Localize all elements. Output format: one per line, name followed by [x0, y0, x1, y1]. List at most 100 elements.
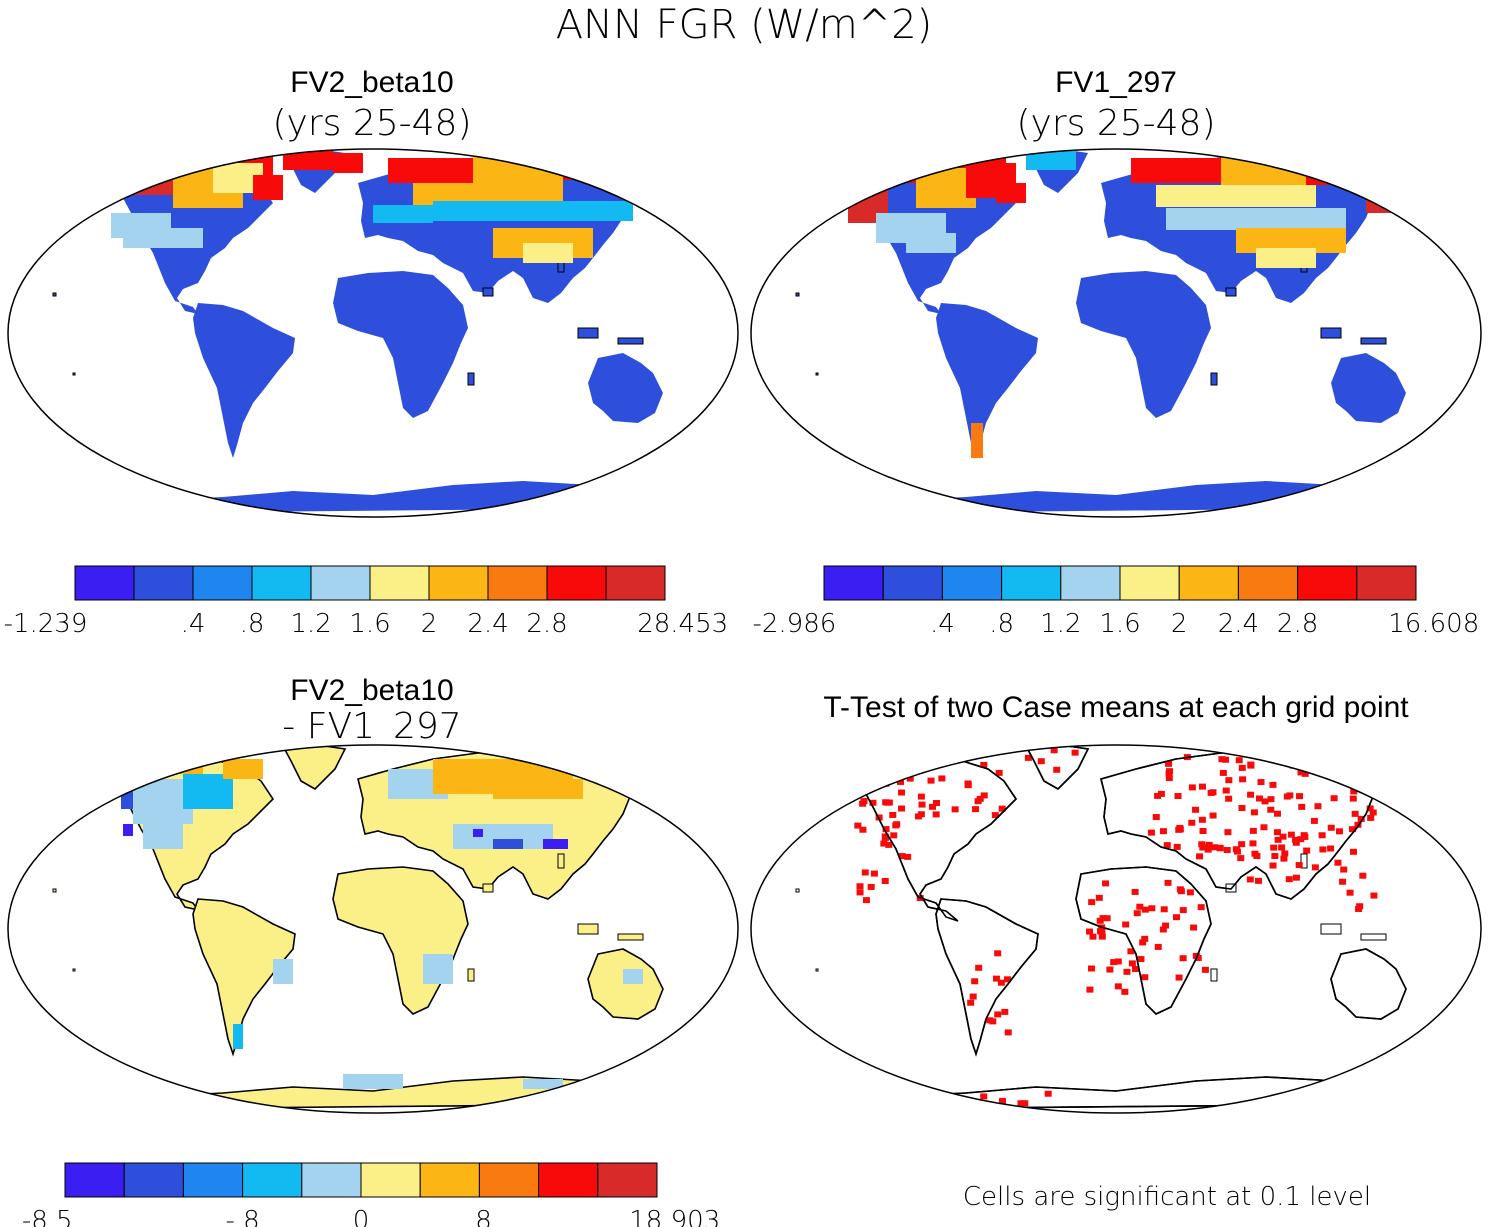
significant-cell	[980, 792, 988, 799]
value-patch	[123, 228, 203, 248]
significant-cell	[1353, 764, 1361, 771]
significant-cell	[1409, 1089, 1417, 1096]
value-patch	[1256, 248, 1316, 268]
map-content	[751, 745, 1481, 1113]
significant-cell	[1274, 836, 1282, 843]
significant-cell	[1257, 779, 1265, 786]
significant-cell	[1218, 756, 1226, 763]
coastline-southAmerica	[935, 898, 1039, 1057]
significant-cell	[969, 993, 977, 1000]
significant-cell	[1128, 960, 1136, 967]
significant-cell	[1190, 924, 1198, 931]
significant-cell	[1152, 814, 1160, 821]
significant-cell	[1351, 810, 1359, 817]
colorbar-label: -.8	[225, 1206, 259, 1227]
significant-cell	[1175, 974, 1183, 981]
map-border	[750, 148, 1482, 518]
significant-cell	[1249, 827, 1257, 834]
significant-cell	[1250, 809, 1258, 816]
coastline-australia	[1330, 948, 1407, 1020]
significant-cell	[1209, 812, 1217, 819]
significant-cell	[1271, 852, 1279, 859]
island	[52, 888, 57, 893]
colorbar-box	[64, 1162, 125, 1198]
colorbar-label: 2.4	[467, 609, 508, 639]
significant-cell	[998, 805, 1006, 812]
significant-cell	[1001, 1008, 1009, 1015]
significant-cell	[1366, 805, 1374, 812]
colorbar-box	[360, 1162, 421, 1198]
significant-cell	[1199, 827, 1207, 834]
significant-cell	[928, 803, 936, 810]
value-patch	[343, 1074, 403, 1089]
significant-cell	[1249, 840, 1257, 847]
significant-cell	[1333, 1102, 1341, 1109]
significant-cell	[1238, 804, 1246, 811]
significant-cell	[1292, 874, 1300, 881]
significant-cell	[1273, 829, 1281, 836]
significant-cell	[1132, 965, 1140, 972]
significant-cell	[1349, 795, 1357, 802]
significant-cell	[989, 1018, 997, 1025]
map-border	[7, 148, 739, 518]
significant-cell	[1279, 833, 1287, 840]
significant-cell	[1177, 888, 1185, 895]
map-content	[751, 149, 1481, 517]
island	[1225, 287, 1237, 297]
significant-cell	[1159, 926, 1167, 933]
significant-cell	[1223, 847, 1231, 854]
land-africa	[1076, 271, 1211, 418]
significant-cell	[885, 841, 893, 848]
significant-cell	[1096, 928, 1104, 935]
colorbar-label: 16.608	[1388, 609, 1479, 639]
significant-cell	[859, 826, 867, 833]
colorbar-box	[369, 565, 430, 601]
significant-cell	[1162, 922, 1170, 929]
significant-cell	[922, 756, 930, 763]
land-southAmerica	[193, 303, 295, 458]
significant-cell	[1330, 795, 1338, 802]
island	[467, 968, 475, 982]
value-patch	[373, 205, 433, 223]
significant-cell	[1270, 844, 1278, 851]
significant-cell	[932, 811, 940, 818]
colorbar-box	[882, 565, 943, 601]
significant-cell	[1222, 756, 1230, 763]
significant-cell	[992, 975, 1000, 982]
significant-cell	[1141, 935, 1149, 942]
significant-cell	[1121, 988, 1129, 995]
colorbar-box	[538, 1162, 599, 1198]
significant-cell	[863, 775, 871, 782]
significant-cell	[1253, 853, 1261, 860]
significant-cell	[881, 877, 889, 884]
significant-cell	[979, 1101, 987, 1108]
significant-cell	[1255, 795, 1263, 802]
value-patch	[273, 959, 293, 984]
colorbar-label: 1.2	[1040, 609, 1081, 639]
significant-cell	[1280, 855, 1288, 862]
significant-cell	[971, 978, 979, 985]
significant-cell	[1196, 853, 1204, 860]
significant-cell	[1238, 841, 1246, 848]
significant-cell	[1050, 747, 1058, 754]
significant-cell	[870, 870, 878, 877]
significant-cell	[1021, 1100, 1029, 1107]
value-patch	[143, 819, 183, 849]
value-patch	[413, 183, 563, 205]
coastline-northAmerica	[839, 756, 1018, 922]
island	[1210, 968, 1218, 982]
colorbar-label: 1.6	[1099, 609, 1140, 639]
value-patch	[388, 158, 473, 183]
value-patch	[473, 829, 483, 837]
colorbar-label: 18.903	[629, 1206, 720, 1227]
colorbar-label: .8	[989, 609, 1014, 639]
significant-cell	[1053, 766, 1061, 773]
significant-cell	[1367, 814, 1375, 821]
significant-cell	[1095, 894, 1103, 901]
colorbar-box	[487, 565, 548, 601]
significant-cell	[964, 782, 972, 789]
significant-cell	[1089, 933, 1097, 940]
colorbar-box	[1237, 565, 1299, 601]
value-patch	[906, 233, 956, 253]
significant-cell	[914, 813, 922, 820]
